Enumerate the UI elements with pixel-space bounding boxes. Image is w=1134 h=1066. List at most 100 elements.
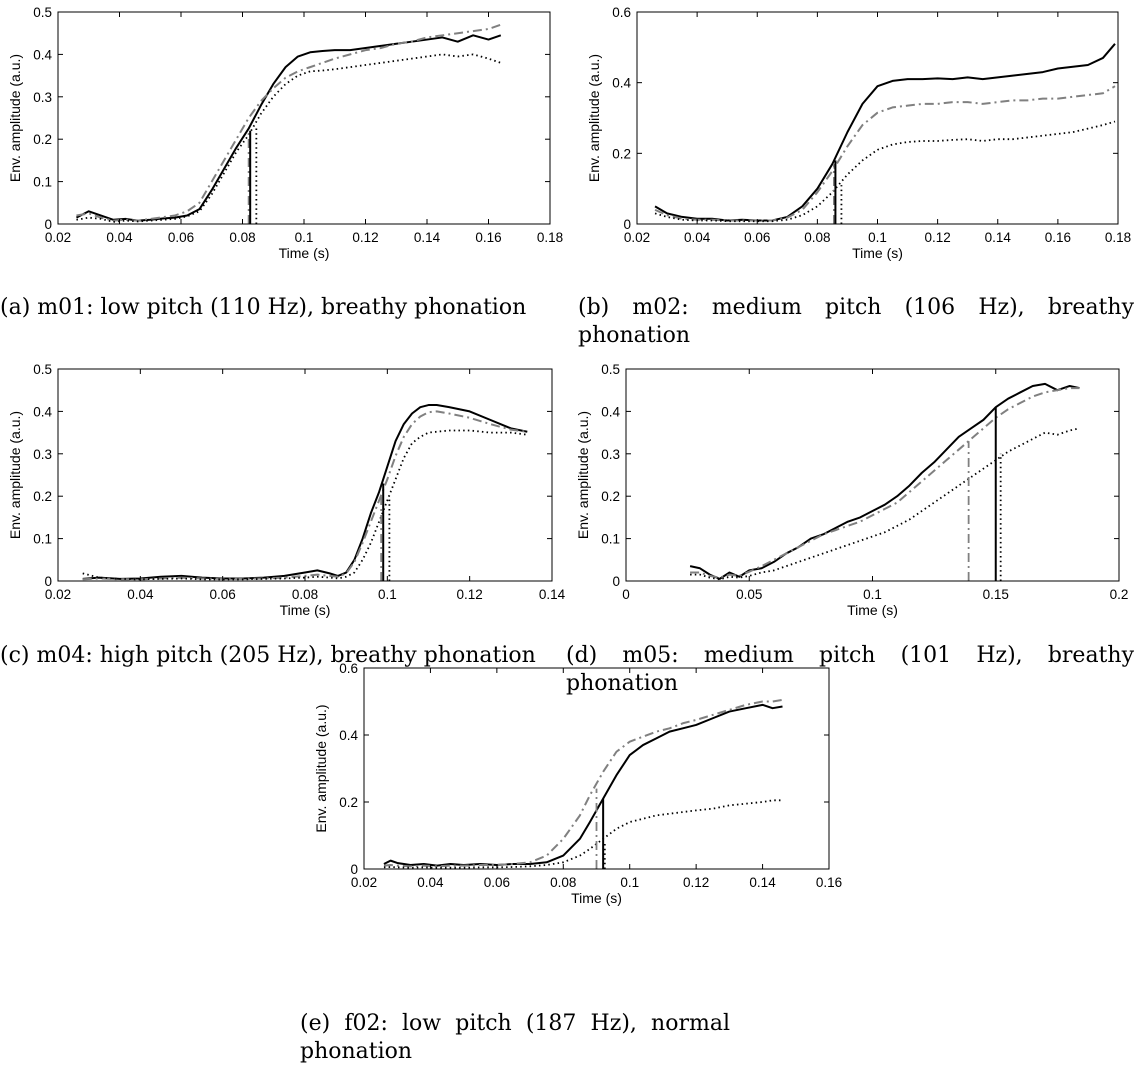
- series-line-solid: [75, 34, 502, 222]
- y-tick-label: 0.1: [33, 175, 52, 190]
- x-tick-label: 0.08: [292, 587, 318, 602]
- x-tick-label: 0.06: [484, 875, 510, 890]
- y-tick-label: 0.4: [339, 728, 358, 743]
- x-tick-label: 0.14: [414, 230, 441, 245]
- y-tick-label: 0: [623, 217, 631, 232]
- x-tick-label: 0.2: [1110, 587, 1129, 602]
- x-tick-label: 0.05: [736, 587, 762, 602]
- y-tick-label: 0: [44, 574, 52, 589]
- chart-panel-b: 0.02 0.04 0.06 0.08 0.1 0.12 0.14 0.16 0.18 0 0.2 0…: [586, 5, 1131, 261]
- y-axis-label: Env. amplitude (a.u.): [575, 411, 591, 539]
- x-tick-label: 0: [622, 587, 630, 602]
- y-tick-label: 0.4: [33, 404, 52, 419]
- x-tick-label: 0.12: [457, 587, 483, 602]
- x-tick-label: 0.15: [983, 587, 1009, 602]
- axes-box: [363, 667, 830, 870]
- y-axis-label: Env. amplitude (a.u.): [7, 411, 23, 539]
- x-tick-label: 0.12: [924, 230, 950, 245]
- chart-panel-c: 0.02 0.04 0.06 0.08 0.1 0.12 0.14 0 0.1 0.2 0.3 0.4…: [7, 362, 566, 618]
- y-tick-label: 0.3: [601, 447, 620, 462]
- y-tick-label: 0.2: [339, 795, 358, 810]
- series-line-solid: [689, 382, 1080, 580]
- y-tick-label: 0.1: [601, 532, 620, 547]
- x-axis-label: Time (s): [571, 890, 622, 906]
- y-tick-label: 0: [350, 862, 358, 877]
- x-tick-label: 0.18: [537, 230, 563, 245]
- series-line-solid: [654, 43, 1116, 222]
- caption-d: (d) m05: medium pitch (101 Hz), breathy …: [566, 643, 1134, 696]
- x-tick-label: 0.08: [550, 875, 576, 890]
- caption-b: (b) m02: medium pitch (106 Hz), breathy …: [578, 295, 1134, 348]
- series-line-dotted: [76, 53, 502, 223]
- x-tick-label: 0.04: [127, 587, 154, 602]
- x-tick-label: 0.08: [229, 230, 255, 245]
- y-tick-label: 0.4: [601, 404, 620, 419]
- x-tick-label: 0.02: [45, 587, 71, 602]
- x-tick-label: 0.1: [295, 230, 314, 245]
- x-tick-label: 0.02: [624, 230, 650, 245]
- series-line-dotted: [383, 799, 783, 869]
- series-line-dashdot: [690, 387, 1080, 579]
- y-tick-label: 0.4: [33, 47, 52, 62]
- x-axis-label: Time (s): [847, 602, 898, 618]
- y-tick-label: 0.6: [612, 5, 631, 20]
- x-tick-label: 0.04: [106, 230, 133, 245]
- y-tick-label: 0.6: [339, 661, 358, 676]
- y-tick-label: 0: [44, 217, 52, 232]
- y-tick-label: 0.4: [612, 76, 631, 91]
- x-tick-label: 0.14: [539, 587, 566, 602]
- y-tick-label: 0.5: [601, 362, 620, 377]
- x-tick-label: 0.16: [1045, 230, 1071, 245]
- y-tick-label: 0.1: [33, 532, 52, 547]
- y-tick-label: 0.5: [33, 362, 52, 377]
- x-tick-label: 0.18: [1105, 230, 1131, 245]
- x-tick-label: 0.16: [816, 875, 842, 890]
- y-tick-label: 0: [612, 574, 620, 589]
- chart-panel-a: 0.02 0.04 0.06 0.08 0.1 0.12 0.14 0.16 0.18 0 0.1 0…: [7, 5, 563, 261]
- x-tick-label: 0.12: [683, 875, 709, 890]
- y-tick-label: 0.2: [601, 489, 620, 504]
- chart-panel-e: 0.02 0.04 0.06 0.08 0.1 0.12 0.14 0.16 0 0.2 0.4 0.…: [313, 661, 842, 906]
- y-axis-label: Env. amplitude (a.u.): [586, 54, 602, 182]
- y-tick-label: 0.2: [33, 489, 52, 504]
- series-line-solid: [383, 703, 783, 867]
- x-tick-label: 0.12: [352, 230, 378, 245]
- x-tick-label: 0.1: [620, 875, 639, 890]
- x-tick-label: 0.08: [804, 230, 830, 245]
- x-axis-label: Time (s): [279, 245, 330, 261]
- y-tick-label: 0.5: [33, 5, 52, 20]
- x-axis-label: Time (s): [280, 602, 331, 618]
- y-tick-label: 0.3: [33, 447, 52, 462]
- x-tick-label: 0.14: [985, 230, 1012, 245]
- y-axis-label: Env. amplitude (a.u.): [7, 54, 23, 182]
- caption-a: (a) m01: low pitch (110 Hz), breathy pho…: [0, 295, 527, 320]
- x-tick-label: 0.16: [475, 230, 501, 245]
- y-tick-label: 0.2: [33, 132, 52, 147]
- x-tick-label: 0.02: [45, 230, 71, 245]
- x-tick-label: 0.1: [868, 230, 887, 245]
- x-tick-label: 0.06: [744, 230, 770, 245]
- x-tick-label: 0.1: [863, 587, 882, 602]
- x-tick-label: 0.06: [168, 230, 194, 245]
- x-tick-label: 0.1: [378, 587, 397, 602]
- x-axis-label: Time (s): [852, 245, 903, 261]
- caption-c: (c) m04: high pitch (205 Hz), breathy ph…: [0, 643, 536, 668]
- series-line-dotted: [654, 120, 1116, 223]
- y-tick-label: 0.2: [612, 146, 631, 161]
- x-tick-label: 0.06: [210, 587, 236, 602]
- series-line-dashdot: [76, 23, 502, 222]
- series-line-dotted: [82, 429, 528, 581]
- chart-panel-d: 0 0.05 0.1 0.15 0.2 0 0.1 0.2 0.3 0.4 0.5 Time (s) E…: [575, 362, 1128, 618]
- x-tick-label: 0.04: [417, 875, 444, 890]
- x-tick-label: 0.14: [749, 875, 776, 890]
- series-line-dashdot: [383, 698, 783, 868]
- series-line-dashdot: [654, 85, 1116, 222]
- series-line-dashdot: [82, 410, 528, 581]
- x-tick-label: 0.02: [351, 875, 377, 890]
- axes-box: [636, 11, 1119, 225]
- y-axis-label: Env. amplitude (a.u.): [313, 704, 329, 832]
- axes-box: [625, 368, 1120, 582]
- series-line-solid: [82, 404, 528, 580]
- caption-e: (e) f02: low pitch (187 Hz), normal phon…: [300, 1011, 730, 1064]
